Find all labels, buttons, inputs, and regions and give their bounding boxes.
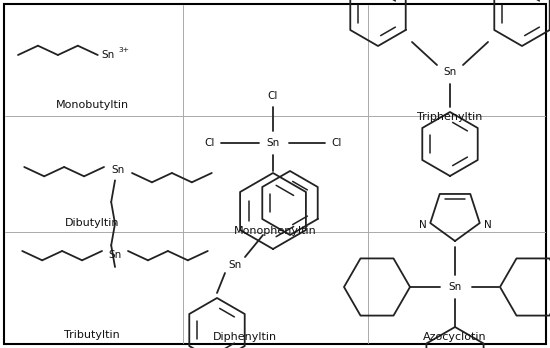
- Text: Monophenyltin: Monophenyltin: [234, 226, 316, 236]
- Text: Tributyltin: Tributyltin: [64, 330, 120, 340]
- Text: Dibutyltin: Dibutyltin: [65, 218, 119, 228]
- Text: 3+: 3+: [119, 47, 130, 53]
- Text: Sn: Sn: [443, 67, 456, 77]
- Text: Sn: Sn: [108, 250, 122, 260]
- Text: Sn: Sn: [228, 260, 241, 270]
- Text: Sn: Sn: [266, 138, 279, 148]
- Text: Sn: Sn: [111, 165, 125, 175]
- Text: Sn: Sn: [448, 282, 461, 292]
- Text: Azocyclotin: Azocyclotin: [423, 332, 487, 342]
- Text: Cl: Cl: [268, 91, 278, 101]
- Text: Monobutyltin: Monobutyltin: [56, 100, 129, 110]
- Text: N: N: [483, 220, 491, 230]
- Text: N: N: [419, 220, 426, 230]
- Text: Diphenyltin: Diphenyltin: [213, 332, 277, 342]
- Text: Cl: Cl: [205, 138, 215, 148]
- Text: Triphenyltin: Triphenyltin: [417, 112, 483, 122]
- Text: Cl: Cl: [331, 138, 342, 148]
- Text: Sn: Sn: [102, 50, 115, 60]
